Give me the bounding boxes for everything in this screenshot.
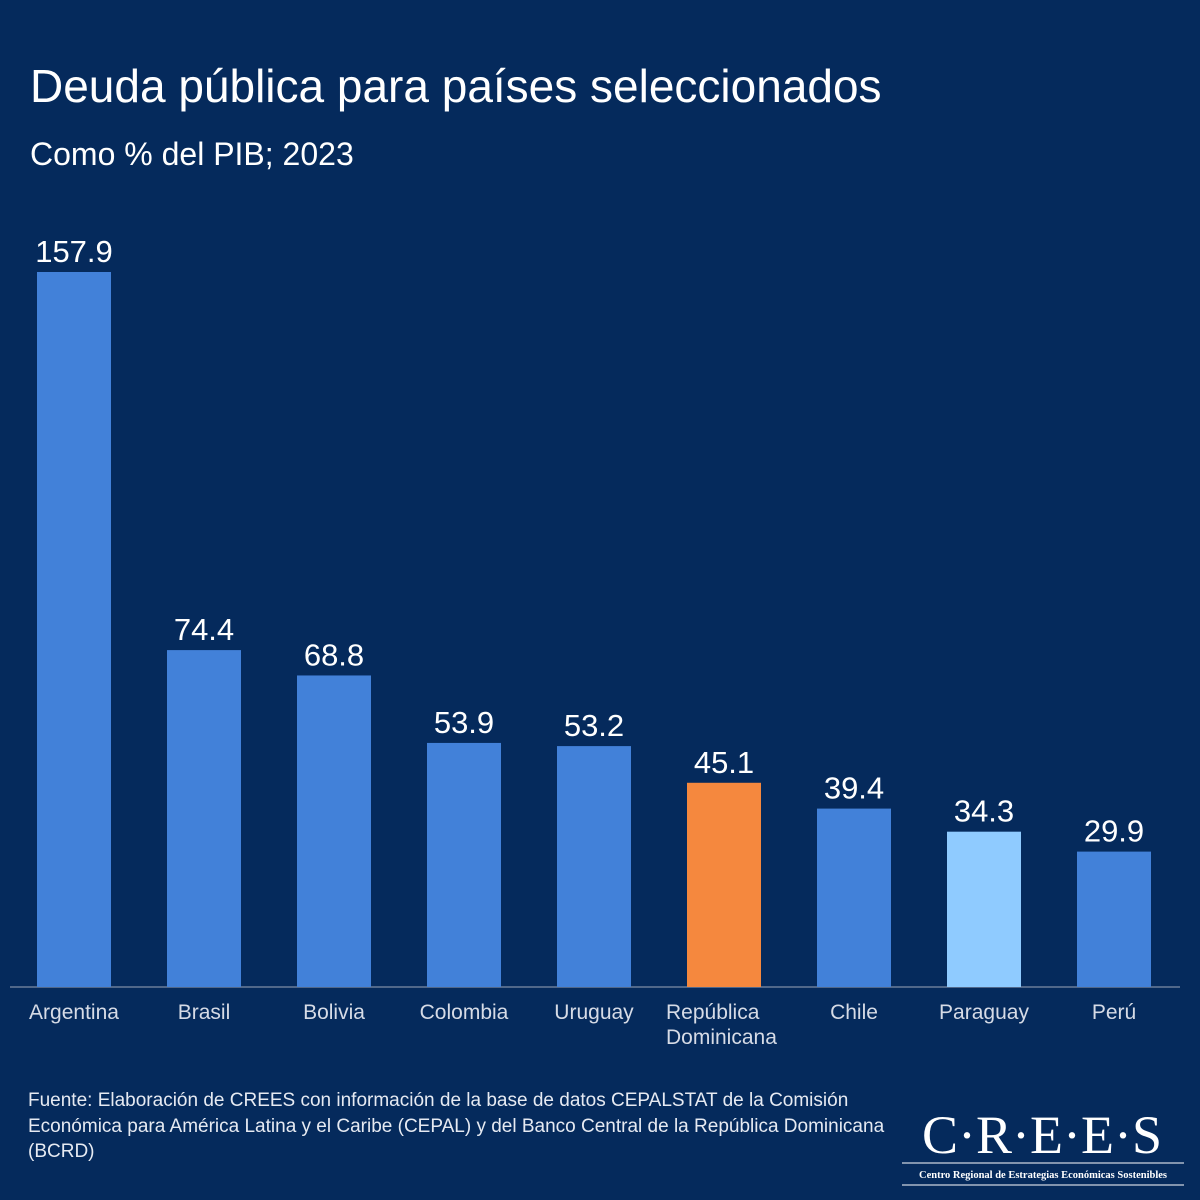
x-tick-label: Paraguay <box>939 1001 1029 1024</box>
value-label: 39.4 <box>824 771 884 806</box>
x-tick-label: Perú <box>1092 1001 1136 1024</box>
chart-title: Deuda pública para países seleccionados <box>30 60 882 112</box>
bar <box>557 746 631 987</box>
source: Fuente: Elaboración de CREES con informa… <box>28 1090 885 1162</box>
bar <box>947 831 1021 987</box>
value-label: 68.8 <box>304 637 364 672</box>
x-tick-label: Uruguay <box>554 1001 634 1024</box>
chart-subtitle: Como % del PIB; 2023 <box>30 136 354 172</box>
bar <box>297 675 371 987</box>
value-label: 29.9 <box>1084 814 1144 849</box>
bar <box>37 272 111 987</box>
value-label: 53.9 <box>434 705 494 740</box>
bar <box>817 808 891 987</box>
value-label: 34.3 <box>954 794 1014 829</box>
value-label: 53.2 <box>564 708 624 743</box>
bar <box>687 782 761 987</box>
bar <box>427 742 501 987</box>
value-label: 45.1 <box>694 745 754 780</box>
x-tick-label: Colombia <box>420 1001 509 1024</box>
x-tick-label: Brasil <box>178 1001 231 1024</box>
x-tick-label: Bolivia <box>303 1001 365 1024</box>
bar <box>1077 851 1151 987</box>
x-tick-label: República Dominicana <box>666 1001 777 1049</box>
source-box: Fuente: Elaboración de CREES con informa… <box>28 1090 885 1162</box>
value-label: 74.4 <box>174 612 234 647</box>
value-label: 157.9 <box>35 234 113 269</box>
logo-tagline: Centro Regional de Estrategias Económica… <box>919 1170 1167 1181</box>
x-tick-label: Argentina <box>29 1001 119 1024</box>
logo-name: C·R·E·E·S <box>922 1105 1162 1165</box>
bar <box>167 650 241 987</box>
x-tick-label: Chile <box>830 1001 878 1024</box>
